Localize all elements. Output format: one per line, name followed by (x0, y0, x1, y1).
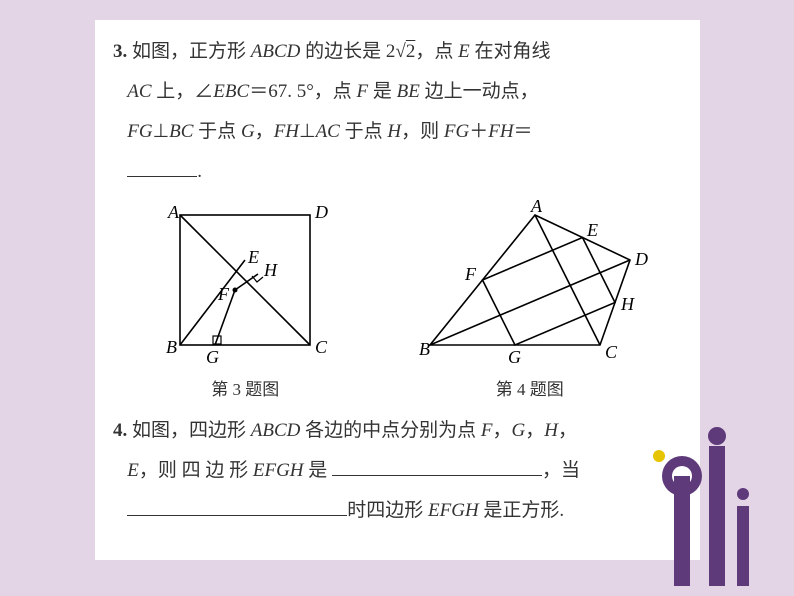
p3-text: 边上一动点， (420, 81, 539, 102)
p4-G: G (512, 420, 526, 441)
p3-text: 如图，正方形 (127, 41, 251, 62)
p3-FG: FG (127, 121, 152, 142)
fig4-label-H: H (620, 294, 635, 314)
fig4-label-B: B (419, 339, 430, 359)
p4-E: E (127, 460, 139, 481)
p4-efgh2: EFGH (428, 500, 479, 521)
p4-text: 各边的中点分别为点 (300, 420, 481, 441)
p3-E: E (458, 41, 470, 62)
figure-3: A D B C E H F G 第 3 题图 (140, 200, 350, 408)
p3-F: F (357, 81, 369, 102)
problem-4: 4. 如图，四边形 ABCD 各边的中点分别为点 F，G，H， E，则 四 边 … (113, 411, 682, 531)
p3-text: ，点 (415, 41, 458, 62)
p3-text: ， (255, 121, 274, 142)
fig4-label-C: C (605, 342, 618, 362)
p3-FG2: FG (444, 121, 469, 142)
p3-sqrt: 2 (406, 41, 416, 62)
fig4-label-G: G (508, 347, 521, 367)
p3-AC2: AC (316, 121, 340, 142)
p4-c2: ， (525, 420, 544, 441)
decorative-icon (614, 416, 764, 586)
p4-H: H (544, 420, 558, 441)
p3-eq: ＝ (514, 121, 533, 142)
fig4-label-A: A (530, 200, 543, 216)
p3-text: ⊥ (299, 121, 316, 142)
p3-H: H (387, 121, 401, 142)
p4-abcd: ABCD (251, 420, 301, 441)
problem-3-number: 3. (113, 41, 127, 62)
figure-3-svg: A D B C E H F G (140, 200, 350, 370)
p3-text: 上，∠ (152, 81, 214, 102)
figure-4: A E D H C G B F 第 4 题图 (405, 200, 655, 408)
fig3-label-C: C (315, 337, 328, 357)
figure-3-caption: 第 3 题图 (211, 372, 279, 408)
p3-text: 是 (368, 81, 397, 102)
blank-answer-3 (127, 158, 197, 177)
p3-text: ，则 (401, 121, 444, 142)
p3-plus: ＋ (469, 121, 488, 142)
figure-4-caption: 第 4 题图 (496, 372, 564, 408)
fig3-label-H: H (263, 260, 278, 280)
p3-EBC: EBC (213, 81, 249, 102)
fig4-label-F: F (464, 264, 477, 284)
fig3-label-F: F (217, 284, 230, 304)
p3-BC: BC (169, 121, 193, 142)
p4-text: 如图，四边形 (127, 420, 251, 441)
fig3-label-A: A (167, 202, 180, 222)
figure-4-svg: A E D H C G B F (405, 200, 655, 370)
fig4-label-D: D (634, 249, 648, 269)
p3-text: ＝67. 5°，点 (249, 81, 356, 102)
p3-abcd: ABCD (251, 41, 301, 62)
fig3-label-G: G (206, 347, 219, 367)
p3-text: 的边长是 2 (300, 41, 395, 62)
blank-answer-4b (127, 497, 347, 516)
p3-text: 于点 (340, 121, 388, 142)
p3-text: 于点 (193, 121, 241, 142)
p4-text: 是 (304, 460, 333, 481)
problem-4-number: 4. (113, 420, 127, 441)
blank-answer-4a (332, 457, 542, 476)
p4-F: F (481, 420, 493, 441)
p3-FH2: FH (488, 121, 513, 142)
p4-when: ，当 (542, 460, 580, 481)
content-box: 3. 如图，正方形 ABCD 的边长是 2√2，点 E 在对角线 AC 上，∠E… (95, 20, 700, 560)
p4-text: 是正方形. (479, 500, 565, 521)
fig3-label-E: E (247, 247, 259, 267)
p4-efgh: EFGH (253, 460, 304, 481)
p3-text: ⊥ (153, 121, 170, 142)
p3-FH: FH (274, 121, 299, 142)
p3-G: G (241, 121, 255, 142)
fig3-label-D: D (314, 202, 328, 222)
fig3-label-B: B (166, 337, 177, 357)
p3-BE: BE (397, 81, 420, 102)
problem-3: 3. 如图，正方形 ABCD 的边长是 2√2，点 E 在对角线 AC 上，∠E… (113, 32, 682, 192)
p3-text: 在对角线 (470, 41, 551, 62)
p3-AC: AC (127, 81, 151, 102)
figures-row: A D B C E H F G 第 3 题图 (113, 200, 682, 408)
sqrt-icon: √ (395, 41, 405, 62)
p4-c1: ， (493, 420, 512, 441)
p4-text: ，则 四 边 形 (139, 460, 253, 481)
p4-c3: ， (558, 420, 577, 441)
p3-period: . (197, 161, 202, 182)
fig4-label-E: E (586, 220, 598, 240)
p4-text: 时四边形 (347, 500, 428, 521)
